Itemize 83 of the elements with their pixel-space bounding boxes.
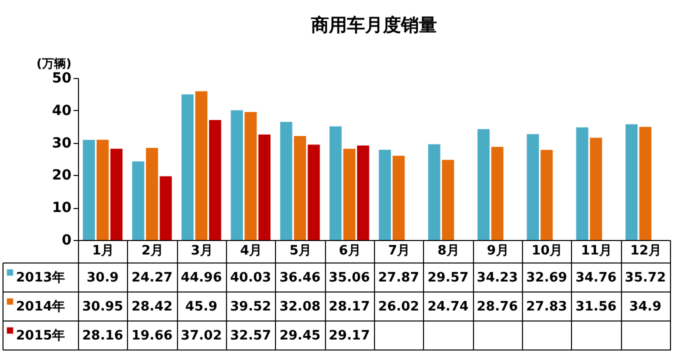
- data-label: 39.52: [230, 300, 272, 314]
- bar: [244, 112, 257, 240]
- data-label: 29.17: [328, 328, 370, 344]
- bar: [378, 150, 391, 240]
- bar: [428, 144, 440, 240]
- data-label: 27.87: [378, 270, 420, 286]
- bar: [96, 140, 109, 240]
- bar: [181, 94, 194, 240]
- data-label: 27.83: [526, 300, 568, 314]
- x-tick-label: 6月: [338, 244, 361, 258]
- data-label: 34.76: [575, 270, 617, 286]
- data-label: 37.02: [180, 328, 222, 344]
- data-label: 28.16: [82, 328, 124, 344]
- bar: [308, 144, 320, 240]
- y-tick-label: 50: [52, 70, 72, 86]
- bar: [258, 134, 271, 240]
- y-tick-label: 40: [52, 102, 72, 119]
- bar: [442, 160, 454, 240]
- data-label: 28.42: [131, 300, 173, 314]
- data-label: 26.02: [378, 300, 420, 314]
- bar: [477, 129, 490, 240]
- data-label: 45.9: [185, 300, 218, 314]
- bar: [110, 148, 123, 240]
- x-tick-label: 11月: [580, 244, 612, 258]
- data-label: 30.9: [86, 270, 119, 286]
- data-label: 32.57: [230, 328, 272, 344]
- bar: [209, 120, 222, 240]
- y-axis-title: (万辆): [36, 56, 72, 70]
- bar: [540, 150, 553, 240]
- data-label: 28.17: [328, 300, 370, 314]
- bar: [294, 136, 306, 240]
- data-label: 40.03: [230, 270, 272, 286]
- chart-title: 商用车月度销量: [310, 15, 437, 36]
- data-label: 36.46: [279, 270, 321, 286]
- bar: [82, 140, 95, 240]
- y-tick-label: 30: [52, 135, 72, 152]
- x-tick-label: 3月: [190, 244, 213, 258]
- data-label: 34.23: [476, 270, 518, 286]
- data-label: 24.74: [427, 300, 469, 314]
- data-label: 34.9: [629, 300, 662, 314]
- x-tick-label: 2月: [141, 244, 164, 258]
- bar: [132, 161, 144, 240]
- bar: [526, 134, 539, 240]
- bar: [639, 126, 652, 240]
- data-label: 31.56: [575, 300, 617, 314]
- x-tick-label: 1月: [92, 244, 114, 258]
- bar: [343, 148, 356, 240]
- data-label: 19.66: [131, 328, 173, 344]
- bar: [625, 124, 638, 240]
- x-tick-label: 4月: [240, 244, 262, 258]
- y-tick-label: 0: [62, 232, 72, 248]
- bar: [329, 126, 342, 240]
- data-label: 28.76: [476, 300, 518, 314]
- x-tick-label: 8月: [437, 244, 460, 258]
- data-label: 35.72: [624, 270, 666, 286]
- bar: [392, 156, 405, 240]
- data-label: 32.69: [526, 270, 568, 286]
- y-tick-label: 10: [52, 200, 72, 216]
- x-tick-label: 9月: [486, 244, 509, 258]
- data-label: 35.06: [328, 270, 370, 286]
- x-tick-label: 10月: [532, 244, 563, 258]
- bar: [357, 145, 370, 240]
- bar: [146, 148, 158, 240]
- y-tick-label: 20: [52, 168, 72, 184]
- data-label: 32.08: [279, 300, 321, 314]
- x-tick-label: 5月: [289, 244, 312, 258]
- bar: [280, 122, 292, 240]
- legend-label: 2014年: [16, 300, 66, 314]
- legend-label: 2015年: [16, 328, 66, 344]
- legend-label: 2013年: [16, 270, 66, 286]
- bar: [230, 110, 243, 240]
- x-tick-label: 7月: [388, 244, 410, 258]
- bar: [491, 146, 504, 240]
- bar: [576, 127, 588, 240]
- data-label: 44.96: [180, 270, 222, 286]
- data-label: 24.27: [131, 270, 173, 286]
- data-label: 29.57: [427, 270, 469, 286]
- data-label: 30.95: [82, 300, 124, 314]
- bar: [160, 176, 172, 240]
- x-tick-label: 12月: [630, 244, 662, 258]
- data-label: 29.45: [279, 328, 321, 344]
- bar: [195, 91, 208, 240]
- bar: [590, 138, 602, 240]
